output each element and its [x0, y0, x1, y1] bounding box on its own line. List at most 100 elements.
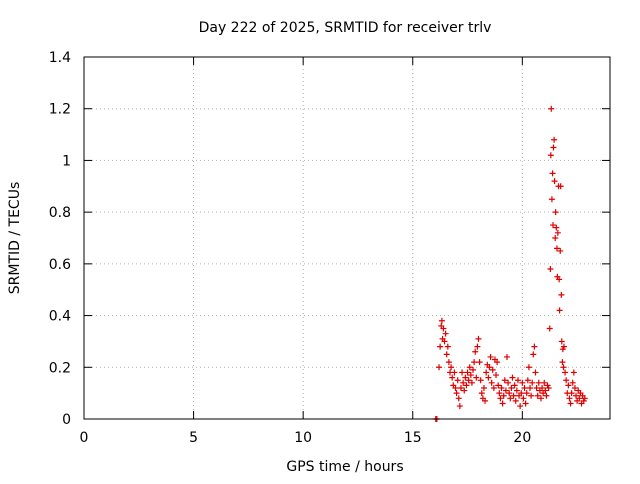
data-point [528, 392, 535, 399]
data-point [440, 325, 447, 332]
data-point [548, 105, 555, 112]
data-point [551, 136, 558, 143]
data-point [475, 335, 482, 342]
y-tick-label: 1.2 [49, 102, 71, 118]
data-point [552, 209, 559, 216]
data-point [521, 384, 528, 391]
data-point [456, 403, 463, 410]
data-point [567, 400, 574, 407]
data-point [455, 395, 462, 402]
data-point [506, 390, 513, 397]
data-point [570, 369, 577, 376]
data-point [451, 369, 458, 376]
data-point [563, 377, 570, 384]
y-tick-label: 0.8 [49, 205, 71, 221]
data-point [494, 359, 501, 366]
data-point [547, 152, 554, 159]
data-point [498, 384, 505, 391]
data-point [558, 291, 565, 298]
data-point [549, 170, 556, 177]
data-point [562, 369, 569, 376]
data-point [581, 395, 588, 402]
data-point [452, 384, 459, 391]
data-point [472, 348, 479, 355]
data-point [543, 392, 550, 399]
data-point [566, 395, 573, 402]
data-point [482, 397, 489, 404]
x-tick-label: 20 [513, 430, 531, 446]
data-point [489, 366, 496, 373]
data-point [553, 245, 560, 252]
data-point [497, 395, 504, 402]
data-point [512, 397, 519, 404]
y-tick-label: 1.4 [49, 50, 71, 66]
data-point [527, 384, 534, 391]
data-point [496, 390, 503, 397]
data-point [468, 379, 475, 386]
data-point [495, 382, 502, 389]
data-point [513, 387, 520, 394]
data-point [531, 343, 538, 350]
data-point [486, 364, 493, 371]
data-point [532, 369, 539, 376]
data-point [558, 338, 565, 345]
data-point [557, 183, 564, 190]
data-point [477, 377, 484, 384]
data-point [537, 395, 544, 402]
data-point [441, 338, 448, 345]
data-point [503, 353, 510, 360]
data-point [539, 384, 546, 391]
data-point [510, 392, 517, 399]
data-point [546, 325, 553, 332]
data-point [556, 307, 563, 314]
data-point [473, 374, 480, 381]
data-point [438, 317, 445, 324]
data-point [459, 369, 466, 376]
data-point [529, 379, 536, 386]
data-point [466, 364, 473, 371]
data-point [462, 374, 469, 381]
x-tick-label: 0 [80, 430, 89, 446]
data-point [453, 390, 460, 397]
data-point [442, 330, 449, 337]
data-point [488, 379, 495, 386]
data-point [443, 351, 450, 358]
data-point [454, 377, 461, 384]
x-tick-label: 10 [294, 430, 312, 446]
y-tick-label: 0.2 [49, 360, 71, 376]
data-point [518, 390, 525, 397]
data-point [480, 384, 487, 391]
data-point [553, 224, 560, 231]
data-point [520, 395, 527, 402]
data-point [519, 379, 526, 386]
x-tick-label: 5 [189, 430, 198, 446]
data-point [465, 377, 472, 384]
data-point [535, 379, 542, 386]
data-point [556, 276, 563, 283]
data-point [505, 379, 512, 386]
y-tick-label: 1 [62, 153, 71, 169]
tick-layer: 0 0.2 0.4 0.6 0.8 1 1.2 1.4 0 5 10 15 20 [49, 50, 610, 446]
data-point [487, 353, 494, 360]
data-point [499, 400, 506, 407]
data-point [457, 384, 464, 391]
data-point [483, 369, 490, 376]
data-point [547, 266, 554, 273]
data-point [507, 395, 514, 402]
data-point [554, 229, 561, 236]
data-point [552, 235, 559, 241]
data-point [478, 390, 485, 397]
x-tick-label: 15 [404, 430, 422, 446]
data-point [470, 366, 477, 373]
chart-title: Day 222 of 2025, SRMTID for receiver trl… [199, 20, 492, 36]
data-point [508, 384, 515, 391]
data-point [437, 343, 444, 350]
data-point [565, 382, 572, 389]
data-point [545, 384, 552, 391]
plot-frame [83, 56, 611, 420]
x-axis-label: GPS time / hours [286, 459, 403, 475]
data-point [560, 364, 567, 371]
data-point [467, 372, 474, 379]
